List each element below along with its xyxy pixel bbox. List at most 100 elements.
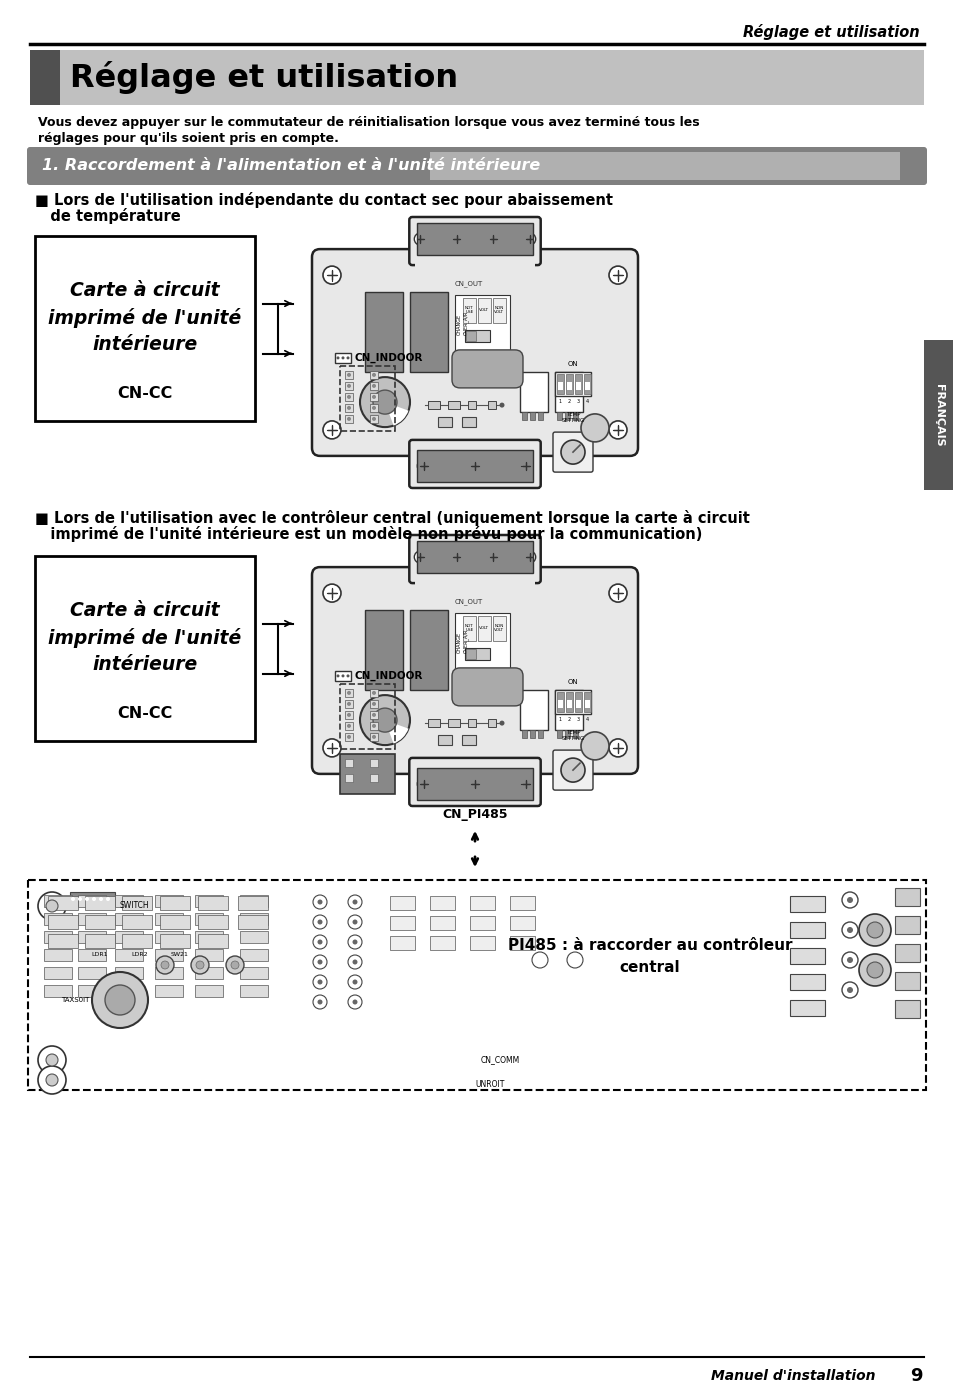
Text: TAXS0IT: TAXS0IT xyxy=(61,997,89,1002)
Circle shape xyxy=(487,552,498,563)
Bar xyxy=(85,934,115,948)
Bar xyxy=(44,895,71,907)
Bar xyxy=(573,731,578,738)
Bar xyxy=(894,944,919,962)
Bar xyxy=(370,414,377,423)
Bar xyxy=(154,931,183,944)
Bar xyxy=(461,417,476,427)
Bar xyxy=(415,575,534,585)
Circle shape xyxy=(846,958,852,963)
Text: CHANGE
OVER_A/R: CHANGE OVER_A/R xyxy=(456,311,468,335)
Bar xyxy=(198,916,228,930)
Circle shape xyxy=(313,895,327,909)
Bar xyxy=(470,916,495,930)
Circle shape xyxy=(347,713,351,717)
Circle shape xyxy=(336,357,339,360)
Bar xyxy=(160,934,190,948)
Circle shape xyxy=(313,916,327,930)
Circle shape xyxy=(453,554,459,560)
FancyBboxPatch shape xyxy=(409,757,540,806)
Circle shape xyxy=(323,421,340,440)
Text: CN_OUT: CN_OUT xyxy=(455,598,483,605)
Bar xyxy=(28,881,925,1091)
Bar xyxy=(370,759,377,767)
Bar xyxy=(789,923,824,938)
Bar xyxy=(240,913,268,925)
Bar xyxy=(237,896,268,910)
Circle shape xyxy=(841,952,857,967)
Text: TEMP
SETTING: TEMP SETTING xyxy=(560,412,584,423)
Circle shape xyxy=(78,897,82,902)
Text: 1: 1 xyxy=(558,399,561,405)
Circle shape xyxy=(352,1000,357,1005)
Circle shape xyxy=(453,235,459,242)
Bar xyxy=(521,731,526,738)
Bar xyxy=(462,616,476,641)
Circle shape xyxy=(566,952,582,967)
Circle shape xyxy=(347,690,351,694)
Bar xyxy=(44,913,71,925)
Circle shape xyxy=(613,426,622,435)
Text: imprimé de l'unité: imprimé de l'unité xyxy=(49,629,241,648)
Bar xyxy=(564,731,569,738)
Bar xyxy=(78,913,106,925)
Circle shape xyxy=(348,995,361,1009)
Text: 2: 2 xyxy=(567,399,571,405)
Circle shape xyxy=(490,554,496,560)
Circle shape xyxy=(46,900,58,911)
Circle shape xyxy=(38,1065,66,1093)
Circle shape xyxy=(499,403,504,407)
Circle shape xyxy=(191,956,209,974)
Bar xyxy=(415,762,534,771)
Text: CN-CC: CN-CC xyxy=(117,707,172,721)
Circle shape xyxy=(313,995,327,1009)
Bar xyxy=(35,556,254,741)
Circle shape xyxy=(846,897,852,903)
FancyBboxPatch shape xyxy=(409,440,540,489)
Circle shape xyxy=(99,897,103,902)
Bar xyxy=(345,689,353,697)
Bar xyxy=(584,700,589,708)
Circle shape xyxy=(372,384,375,388)
Circle shape xyxy=(420,462,428,470)
Bar xyxy=(339,753,395,794)
Circle shape xyxy=(858,914,890,946)
Bar xyxy=(488,720,496,727)
Bar xyxy=(194,931,223,944)
Circle shape xyxy=(420,780,428,788)
Bar xyxy=(335,671,351,680)
Text: 4: 4 xyxy=(585,399,588,405)
Bar xyxy=(78,931,106,944)
Circle shape xyxy=(347,395,351,399)
Circle shape xyxy=(518,459,532,473)
Bar xyxy=(44,949,71,960)
Bar xyxy=(85,916,115,930)
Bar xyxy=(537,731,542,738)
Bar xyxy=(437,735,452,745)
Circle shape xyxy=(523,552,536,563)
Circle shape xyxy=(348,955,361,969)
Bar xyxy=(115,986,143,997)
Circle shape xyxy=(451,232,462,245)
Bar xyxy=(48,916,78,930)
Bar xyxy=(48,934,78,948)
Text: CN_OUT: CN_OUT xyxy=(455,280,483,287)
Bar xyxy=(35,237,254,421)
Circle shape xyxy=(608,584,626,602)
Circle shape xyxy=(336,675,339,678)
Circle shape xyxy=(346,357,349,360)
Bar xyxy=(30,50,923,105)
Bar xyxy=(115,967,143,979)
Bar xyxy=(370,774,377,781)
Circle shape xyxy=(348,935,361,949)
Text: Manuel d'installation: Manuel d'installation xyxy=(711,1369,875,1383)
Text: 1: 1 xyxy=(558,717,561,722)
Text: ON: ON xyxy=(567,361,578,367)
Bar xyxy=(557,731,561,738)
Text: ■ Lors de l'utilisation avec le contrôleur central (uniquement lorsque la carte : ■ Lors de l'utilisation avec le contrôle… xyxy=(35,510,749,526)
Bar xyxy=(370,393,377,400)
Bar xyxy=(464,648,490,661)
FancyBboxPatch shape xyxy=(409,535,540,582)
Text: CN_INDOOR: CN_INDOOR xyxy=(355,353,423,363)
Bar xyxy=(345,700,353,708)
